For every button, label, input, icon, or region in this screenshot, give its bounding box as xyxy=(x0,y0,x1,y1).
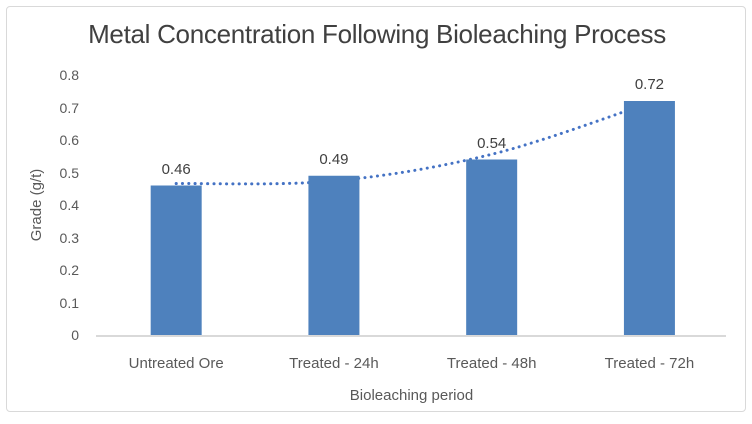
bar-Treated - 72h xyxy=(623,101,675,335)
y-tick-label: 0.5 xyxy=(59,164,79,181)
y-tick-label: 0.4 xyxy=(59,197,79,213)
plot-area xyxy=(96,101,726,337)
x-category-label: Treated - 48h xyxy=(446,355,537,372)
x-axis-title: Bioleaching period xyxy=(349,387,474,404)
y-tick-label: 0 xyxy=(71,327,79,343)
y-tick-label: 0.2 xyxy=(59,262,79,278)
y-tick-label: 0.8 xyxy=(59,67,79,83)
x-category-label: Treated - 72h xyxy=(604,355,695,372)
y-tick-label: 0.3 xyxy=(59,229,79,246)
bar-Untreated Ore xyxy=(150,185,202,335)
chart-frame: Metal Concentration Following Bioleachin… xyxy=(6,6,746,412)
chart-title: Metal Concentration Following Bioleachin… xyxy=(88,19,666,49)
y-tick-label: 0.6 xyxy=(59,132,79,148)
bar-data-label: 0.46 xyxy=(161,160,191,178)
bar-Treated - 48h xyxy=(466,159,518,335)
x-category-label: Untreated Ore xyxy=(128,355,224,372)
trendline xyxy=(174,101,651,186)
bar-Treated - 24h xyxy=(308,175,360,335)
x-category-label: Treated - 24h xyxy=(289,355,379,372)
bar-data-label: 0.72 xyxy=(634,76,665,93)
bar-data-label: 0.49 xyxy=(319,150,349,168)
y-tick-label: 0.7 xyxy=(59,99,79,116)
bar-data-label: 0.54 xyxy=(477,134,507,152)
y-tick-label: 0.1 xyxy=(59,294,79,311)
